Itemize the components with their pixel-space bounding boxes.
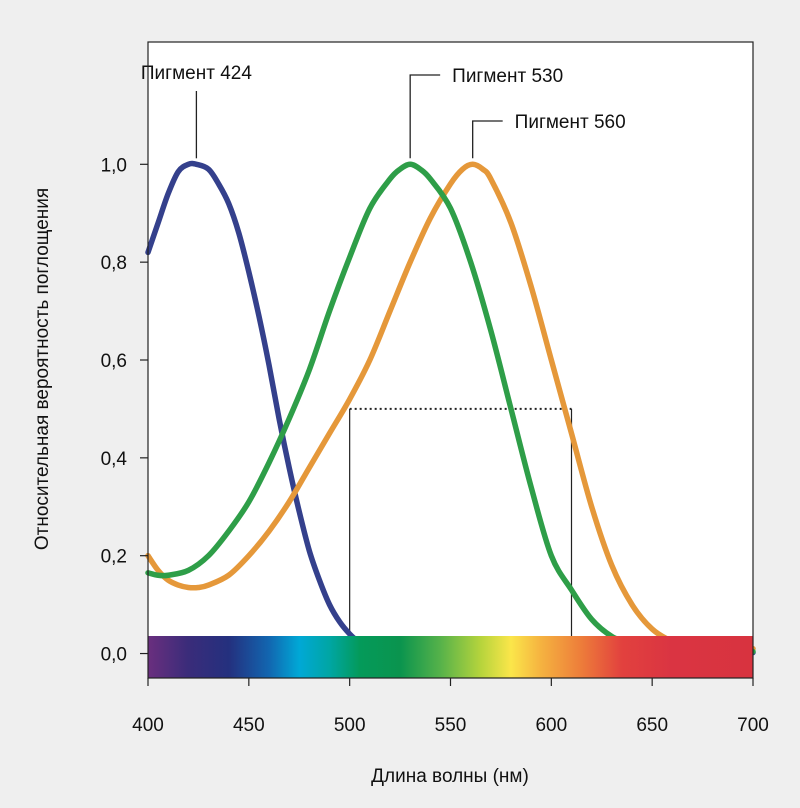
spectrum-bar: [148, 636, 753, 678]
x-tick-label: 550: [435, 715, 467, 736]
y-tick-label: 0,2: [101, 547, 127, 568]
y-tick-label: 0,6: [101, 351, 127, 372]
series-callouts: Пигмент 424 Пигмент 530 Пигмент 560: [141, 63, 626, 159]
y-tick-label: 1,0: [101, 155, 127, 176]
series-label-pigment-560: Пигмент 560: [515, 112, 626, 133]
x-tick-label: 600: [535, 715, 567, 736]
y-tick-label: 0,0: [101, 645, 127, 666]
series-line-pigment-530: [145, 161, 756, 655]
x-tick-label: 650: [636, 715, 668, 736]
x-tick-label: 400: [132, 715, 164, 736]
x-tick-label: 450: [233, 715, 265, 736]
callout-line-pigment-560: [472, 120, 503, 159]
y-axis-ticks: 0,0 0,2 0,4 0,6 0,8 1,0: [101, 155, 148, 666]
series-label-pigment-424: Пигмент 424: [141, 63, 252, 84]
series-label-pigment-530: Пигмент 530: [452, 66, 563, 87]
x-axis-title: Длина волны (нм): [371, 766, 529, 787]
series-line-pigment-560: [145, 161, 756, 652]
x-tick-label: 700: [737, 715, 769, 736]
y-axis-title: Относительная вероятность поглощения: [32, 188, 53, 550]
x-axis-ticks: 400 450 500 550 600 650 700: [132, 678, 769, 736]
y-tick-label: 0,4: [101, 449, 128, 470]
y-tick-label: 0,8: [101, 253, 127, 274]
x-tick-label: 500: [334, 715, 366, 736]
plot-area: [148, 42, 753, 678]
callout-line-pigment-530: [409, 74, 441, 159]
